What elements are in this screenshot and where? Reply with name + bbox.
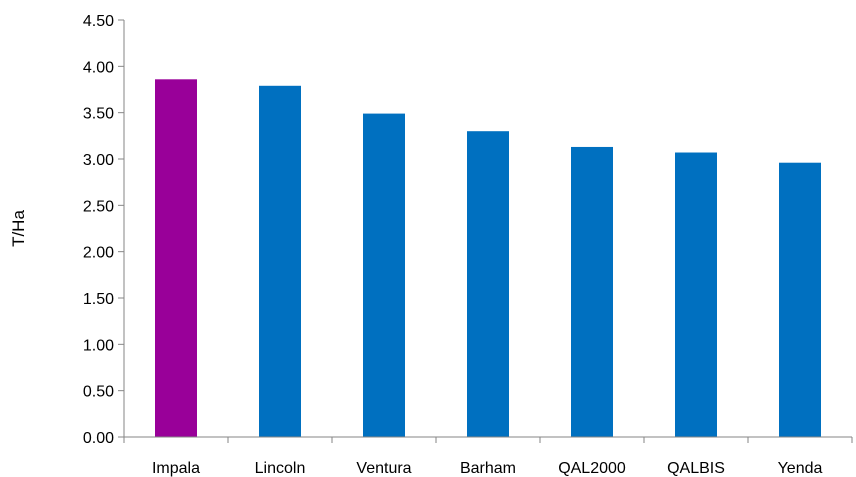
bar-qalbis xyxy=(675,152,717,437)
y-tick-label: 2.50 xyxy=(83,198,114,215)
y-tick-label: 0.50 xyxy=(83,384,114,401)
y-tick-label: 0.00 xyxy=(83,430,114,447)
y-axis-ticks: 0.00 0.50 1.00 1.50 2.00 2.50 3.00 3.50 4.00 4.50 xyxy=(83,13,124,447)
x-tick-label: QALBIS xyxy=(667,460,725,477)
y-tick-label: 3.00 xyxy=(83,152,114,169)
x-tick-label: Lincoln xyxy=(255,460,306,477)
x-tick-label: Impala xyxy=(152,460,200,477)
x-tick-label: Yenda xyxy=(778,460,823,477)
bar-ventura xyxy=(363,113,405,438)
x-tick-label: Barham xyxy=(460,460,516,477)
bar-qal2000 xyxy=(571,146,613,437)
x-axis-ticks: Impala Lincoln Ventura Barham QAL2000 QALBIS Y… xyxy=(123,437,853,477)
y-tick-label: 3.50 xyxy=(83,106,114,123)
bar-impala xyxy=(155,79,197,437)
bar-barham xyxy=(467,131,509,437)
y-tick-label: 4.50 xyxy=(83,13,114,30)
y-axis-title: T/Ha xyxy=(9,210,28,247)
x-tick-label: QAL2000 xyxy=(558,460,626,477)
bar-yenda xyxy=(779,162,821,437)
bars xyxy=(155,79,821,438)
y-tick-label: 4.00 xyxy=(83,59,114,76)
x-tick-label: Ventura xyxy=(356,460,411,477)
y-tick-label: 1.00 xyxy=(83,337,114,354)
y-tick-label: 2.00 xyxy=(83,245,114,262)
bar-lincoln xyxy=(259,85,301,437)
y-tick-label: 1.50 xyxy=(83,291,114,308)
